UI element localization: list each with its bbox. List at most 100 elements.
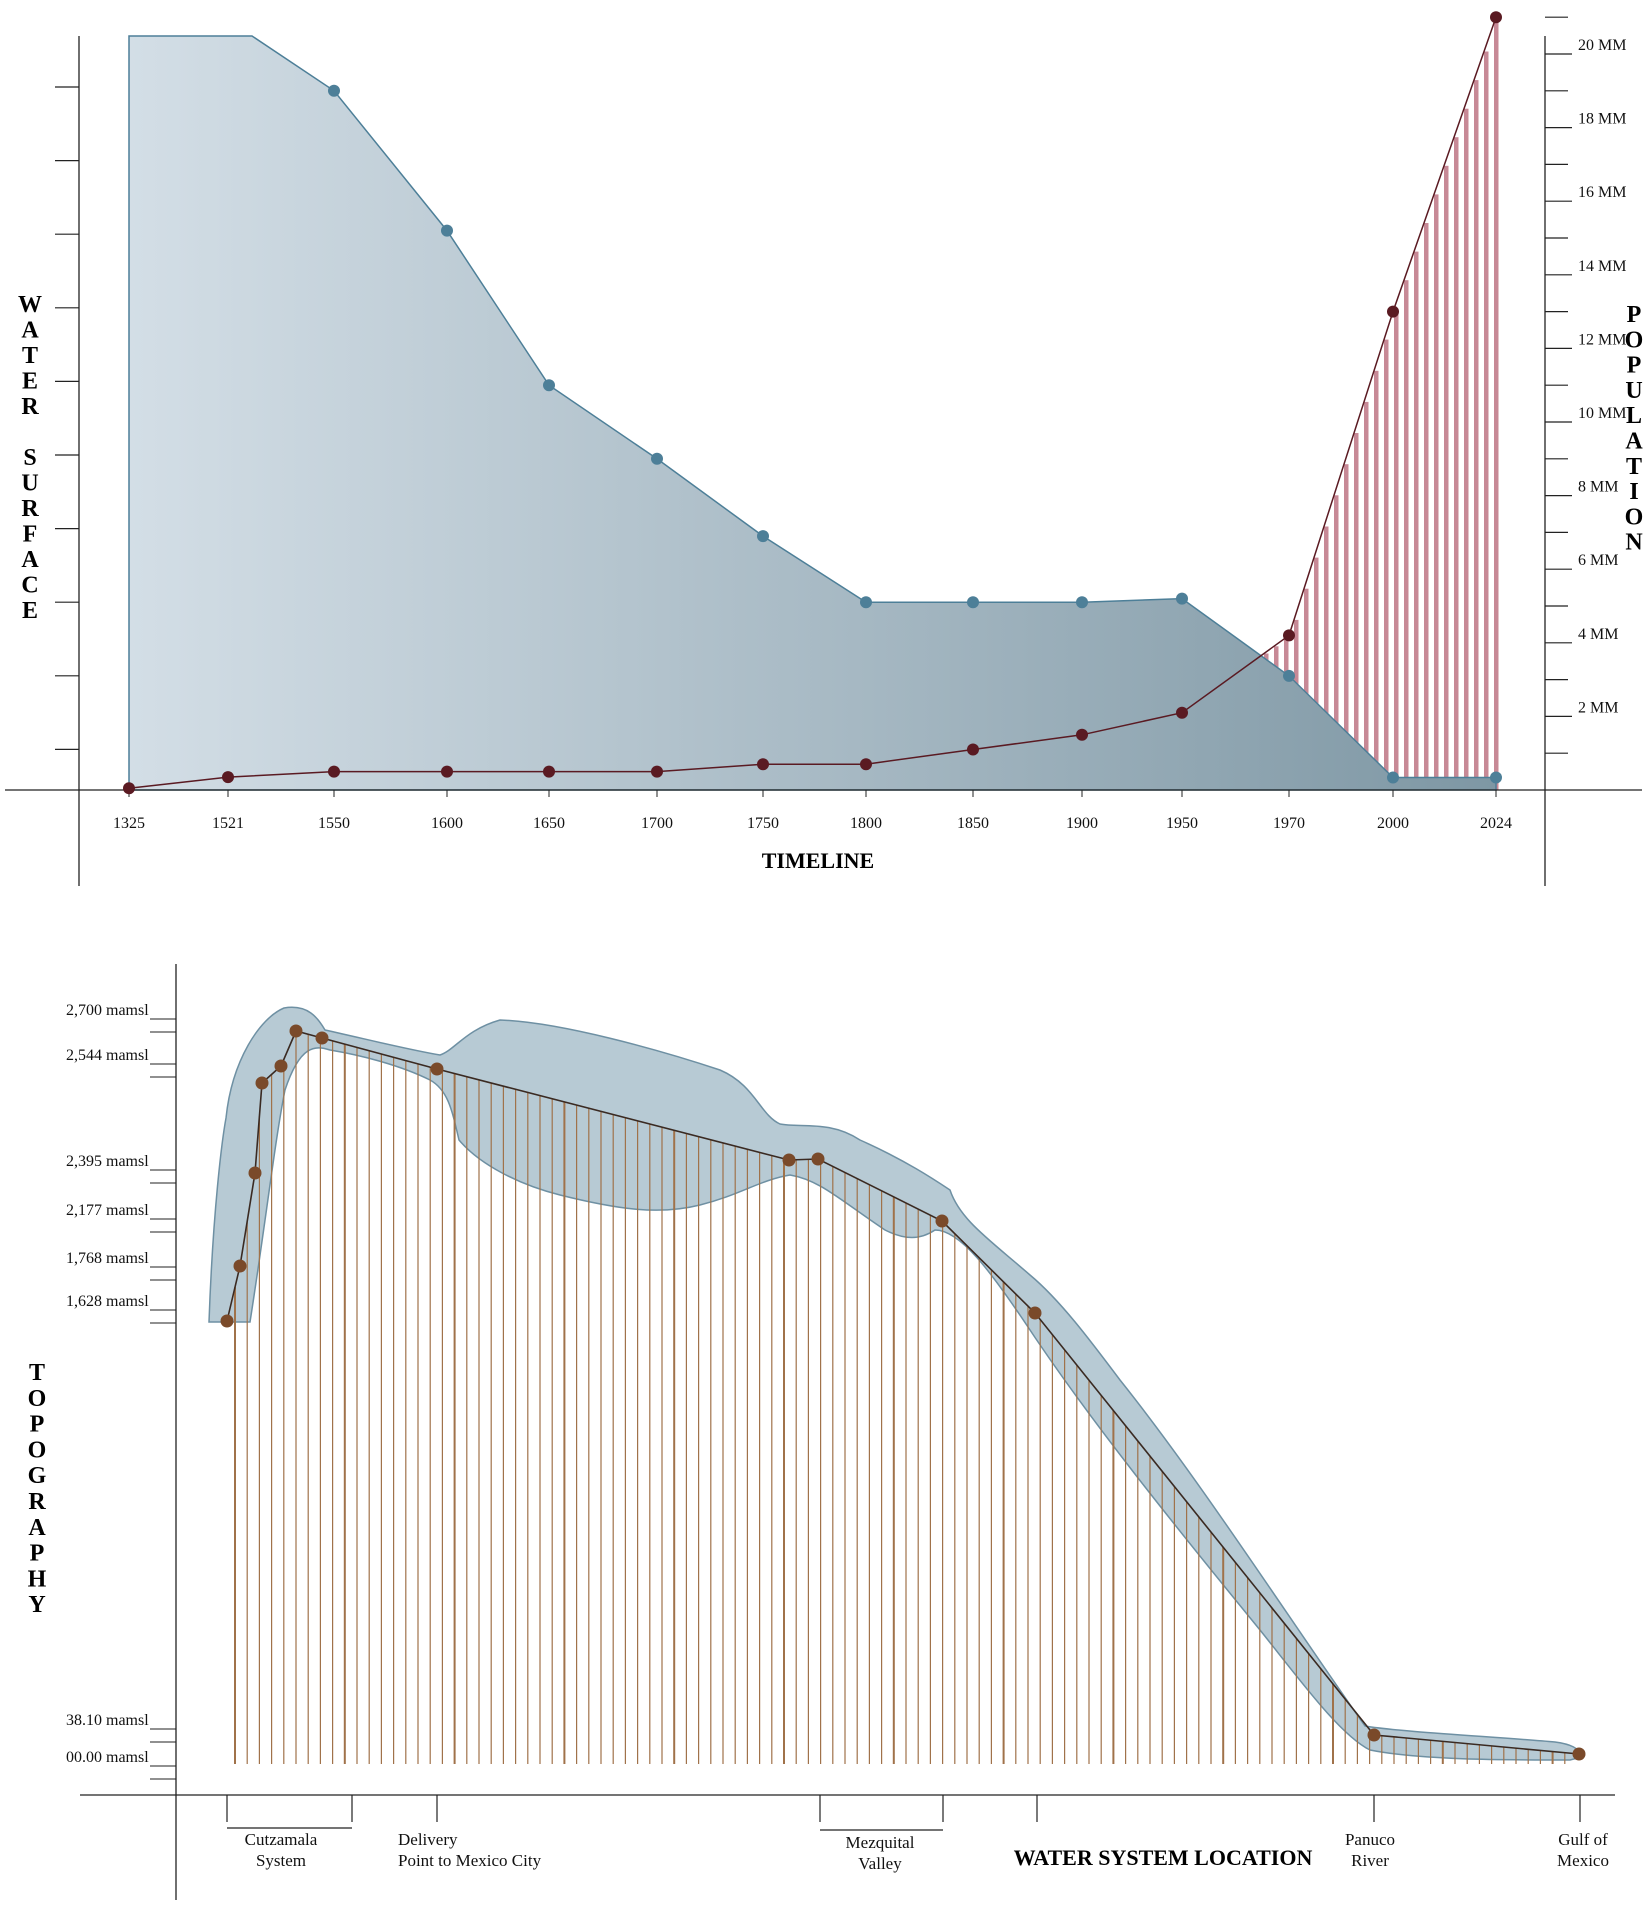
topography-tick-label: 00.00 mamsl [66, 1749, 149, 1766]
population-tick-label: 20 MM [1578, 37, 1626, 54]
population-point [1076, 728, 1088, 741]
population-point [967, 743, 979, 756]
elevation-point [1028, 1306, 1042, 1320]
timeline-tick-label: 1950 [1166, 815, 1198, 832]
population-bar [1414, 251, 1419, 791]
population-bar [1424, 223, 1429, 790]
elevation-point [289, 1024, 303, 1038]
timeline-tick-label: 1850 [957, 815, 989, 832]
population-point [543, 765, 555, 778]
location-labels: Cutzamala System Delivery Point to Mexico C… [245, 1830, 1609, 1873]
population-bar [1304, 588, 1309, 790]
population-tick-labels: 2 MM 4 MM 6 MM 8 MM 10 MM 12 MM 14 MM 16 MM 18 M… [1578, 37, 1626, 716]
population-tick-label: 6 MM [1578, 552, 1618, 569]
topography-chart: 2,700 mamsl 2,544 mamsl 2,395 mamsl 2,177 m… [28, 964, 1615, 1900]
population-bar [1354, 433, 1359, 790]
population-point [651, 765, 663, 778]
elevation-point [811, 1152, 825, 1166]
water-system-location-axis-title: WATER SYSTEM LOCATION [1014, 1845, 1313, 1870]
elevation-point [315, 1031, 329, 1045]
location-label: Gulf of Mexico [1557, 1830, 1609, 1870]
population-point [222, 771, 234, 784]
topography-axes [80, 964, 1615, 1900]
population-tick-label: 10 MM [1578, 405, 1626, 422]
population-bar [1324, 526, 1329, 790]
topography-stems [234, 1031, 1566, 1764]
population-bar [1394, 308, 1399, 790]
timeline-chart: 1325 1521 1550 1600 1650 1700 1750 1800 1850 1900… [5, 11, 1643, 886]
water-surface-points [328, 84, 1502, 784]
population-bar [1474, 80, 1479, 791]
elevation-point [233, 1259, 247, 1273]
population-tick-label: 2 MM [1578, 699, 1618, 716]
water-surface-point [1176, 592, 1188, 605]
timeline-axes [5, 16, 1642, 886]
population-tick-label: 8 MM [1578, 479, 1618, 496]
population-bar [1434, 194, 1439, 790]
water-surface-point [1490, 771, 1502, 784]
timeline-tick-label: 1700 [641, 815, 673, 832]
topography-tick-label: 1,768 mamsl [66, 1250, 149, 1267]
location-label: Cutzamala System [245, 1830, 318, 1870]
population-point [757, 758, 769, 771]
population-tick-label: 4 MM [1578, 626, 1618, 643]
topography-tick-label: 2,700 mamsl [66, 1002, 149, 1019]
topography-tick-label: 2,395 mamsl [66, 1153, 149, 1170]
population-bar [1344, 464, 1349, 790]
topography-tick-label: 38.10 mamsl [66, 1712, 149, 1729]
elevation-point [430, 1062, 444, 1076]
water-system-band [208, 1006, 1583, 1761]
population-bar [1364, 401, 1369, 790]
topography-tick-labels: 2,700 mamsl 2,544 mamsl 2,395 mamsl 2,177 m… [66, 1002, 176, 1780]
timeline-axis-title: TIMELINE [762, 848, 874, 873]
population-tick-label: 12 MM [1578, 331, 1626, 348]
elevation-profile-line [226, 1030, 1580, 1755]
elevation-point [220, 1314, 234, 1328]
elevation-point [248, 1166, 262, 1180]
population-point [860, 758, 872, 771]
population-bar [1454, 137, 1459, 790]
location-label: Panuco River [1345, 1830, 1395, 1870]
elevation-point [274, 1059, 288, 1073]
elevation-point [255, 1076, 269, 1090]
water-surface-point [860, 596, 872, 609]
timeline-tick-label: 1750 [747, 815, 779, 832]
population-point [441, 765, 453, 778]
population-points [123, 11, 1502, 795]
elevation-point [782, 1153, 796, 1167]
population-tick-label: 16 MM [1578, 184, 1626, 201]
topography-tick-label: 2,544 mamsl [66, 1047, 149, 1064]
population-tick-label: 18 MM [1578, 111, 1626, 128]
population-bar [1444, 165, 1449, 791]
timeline-tick-label: 1970 [1273, 815, 1305, 832]
population-point [328, 765, 340, 778]
population-point [1387, 305, 1399, 318]
water-surface-point [328, 84, 340, 97]
population-point [123, 782, 135, 795]
timeline-tick-label: 1325 [113, 815, 145, 832]
population-bar [1384, 339, 1389, 790]
population-bar [1464, 108, 1469, 790]
population-bar [1404, 280, 1409, 790]
timeline-tick-label: 1900 [1066, 815, 1098, 832]
population-bar [1484, 51, 1489, 790]
timeline-tick-labels: 1325 1521 1550 1600 1650 1700 1750 1800 1850 1900… [113, 815, 1512, 832]
timeline-tick-label: 1650 [533, 815, 565, 832]
population-line [128, 16, 1497, 789]
timeline-tick-label: 1521 [212, 815, 244, 832]
population-bar [1334, 495, 1339, 790]
timeline-tick-label: 2000 [1377, 815, 1409, 832]
elevation-point [1572, 1747, 1586, 1761]
population-bar [1494, 22, 1499, 790]
water-surface-point [651, 452, 663, 465]
topography-tick-label: 2,177 mamsl [66, 1202, 149, 1219]
water-surface-point [1076, 596, 1088, 609]
location-label: Delivery Point to Mexico City [398, 1830, 542, 1870]
timeline-tick-label: 2024 [1480, 815, 1512, 832]
elevation-point [935, 1214, 949, 1228]
water-surface-point [1387, 771, 1399, 784]
